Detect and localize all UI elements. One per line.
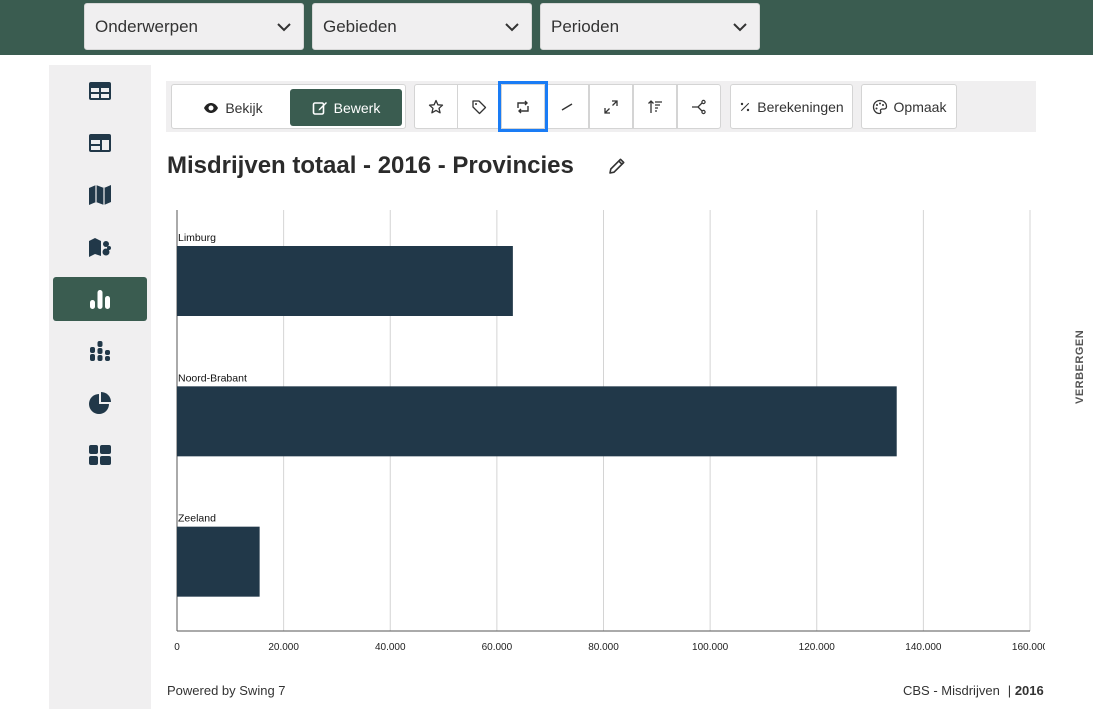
line-icon [561,102,573,111]
perioden-dropdown[interactable]: Perioden [540,3,760,50]
category-label: Limburg [178,232,216,244]
edit-icon [312,101,327,115]
category-label: Zeeland [178,513,216,525]
table-icon [89,82,111,100]
category-label: Noord-Brabant [178,372,247,384]
gebieden-dropdown[interactable]: Gebieden [312,3,532,50]
sidebar-item-stacked-bar[interactable] [53,329,147,373]
swap-axes-button[interactable] [498,81,548,132]
x-tick-label: 120.000 [799,642,836,653]
chevron-down-icon [505,22,519,31]
sidebar-item-pie-chart[interactable] [53,381,147,425]
right-panel [1045,65,1093,709]
view-mode-button[interactable]: Bekijk [176,89,290,126]
sidebar [49,65,151,709]
sidebar-item-map-points[interactable] [53,225,147,269]
pencil-icon[interactable] [607,156,627,176]
bar [177,246,513,316]
eye-icon [204,102,219,113]
star-icon [428,99,444,113]
sidebar-item-table[interactable] [53,69,147,113]
source-credit: CBS - Misdrijven | 2016 [903,683,1044,698]
expand-icon [604,99,618,114]
top-bar: Onderwerpen Gebieden Perioden [0,0,1093,55]
bar [177,386,897,457]
expand-button[interactable] [589,84,633,129]
x-tick-label: 160.000 [1012,642,1045,653]
x-tick-label: 80.000 [588,642,619,653]
bar [177,526,260,597]
x-tick-label: 140.000 [905,642,942,653]
chevron-down-icon [733,22,747,31]
table-layout-icon [89,134,111,152]
sidebar-item-bar-chart[interactable] [53,277,147,321]
map-icon [89,185,111,205]
edit-mode-button[interactable]: Bewerk [290,89,402,126]
calculations-label: Berekeningen [757,98,844,115]
x-tick-label: 0 [174,642,180,653]
sort-button[interactable] [633,84,677,129]
pie-chart-icon [89,392,111,414]
branch-button[interactable] [677,84,721,129]
hide-panel-toggle[interactable]: VERBERGEN [1074,329,1086,404]
dropdown-label: Perioden [551,16,620,36]
label-button[interactable] [457,84,501,129]
x-tick-label: 20.000 [268,642,299,653]
source-label: CBS - Misdrijven [903,683,1000,698]
sidebar-item-table-layout[interactable] [53,121,147,165]
chevron-down-icon [277,22,291,31]
calculations-button[interactable]: Berekeningen [730,84,853,129]
bar-chart-icon [90,290,110,309]
favorite-button[interactable] [414,84,458,129]
sidebar-item-map[interactable] [53,173,147,217]
map-points-icon [89,238,111,257]
percent-icon [741,102,750,111]
left-margin [0,55,49,709]
tag-icon [472,99,487,114]
x-tick-label: 100.000 [692,642,729,653]
page-title: Misdrijven totaal - 2016 - Provincies [167,152,574,179]
onderwerpen-dropdown[interactable]: Onderwerpen [84,3,304,50]
stacked-bar-icon [90,341,110,361]
x-tick-label: 60.000 [482,642,513,653]
branch-icon [692,99,706,114]
year-label: | 2016 [1007,683,1044,698]
view-mode-label: Bekijk [225,99,263,116]
x-tick-label: 40.000 [375,642,406,653]
sort-icon [648,99,662,113]
powered-by: Powered by Swing 7 [167,683,286,698]
year-value: 2016 [1014,683,1044,698]
palette-icon [872,99,887,114]
bar-chart: 0 20.000 40.000 60.000 80.000 100.000 120.000 1… [174,210,1045,653]
dropdown-label: Onderwerpen [95,16,199,36]
dropdown-label: Gebieden [323,16,397,36]
edit-mode-label: Bewerk [333,99,381,116]
swap-axes-icon [517,100,529,113]
mode-switch: Bekijk Bewerk [171,84,406,129]
tiles-icon [89,445,111,465]
format-button[interactable]: Opmaak [861,84,957,129]
sidebar-item-tiles[interactable] [53,433,147,477]
line-button[interactable] [545,84,589,129]
format-label: Opmaak [893,98,947,115]
